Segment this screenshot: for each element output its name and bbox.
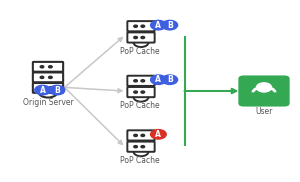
Text: A: A (155, 75, 161, 84)
Circle shape (151, 20, 166, 30)
Circle shape (141, 80, 145, 82)
Circle shape (141, 25, 145, 27)
Circle shape (134, 146, 137, 148)
FancyBboxPatch shape (33, 62, 63, 72)
Circle shape (134, 80, 137, 82)
Text: A: A (155, 21, 161, 30)
Circle shape (134, 91, 137, 93)
Circle shape (141, 146, 145, 148)
Circle shape (162, 75, 178, 84)
FancyBboxPatch shape (33, 72, 63, 82)
Circle shape (49, 85, 65, 95)
Text: PoP Cache: PoP Cache (120, 101, 159, 110)
FancyBboxPatch shape (127, 32, 155, 43)
Text: User: User (255, 107, 273, 116)
Circle shape (49, 66, 52, 68)
Circle shape (134, 25, 137, 27)
Circle shape (151, 75, 166, 84)
Circle shape (40, 66, 44, 68)
Circle shape (241, 77, 287, 105)
FancyBboxPatch shape (127, 142, 155, 152)
FancyBboxPatch shape (238, 75, 290, 107)
FancyBboxPatch shape (127, 130, 155, 141)
Text: PoP Cache: PoP Cache (120, 156, 159, 165)
FancyBboxPatch shape (33, 83, 63, 93)
Text: B: B (167, 75, 173, 84)
Circle shape (141, 91, 145, 93)
Circle shape (49, 87, 52, 89)
Text: A: A (155, 130, 161, 139)
Circle shape (35, 85, 50, 95)
Text: B: B (167, 21, 173, 30)
Circle shape (256, 83, 272, 92)
FancyBboxPatch shape (127, 87, 155, 97)
Circle shape (151, 130, 166, 139)
Text: A: A (40, 86, 46, 95)
FancyBboxPatch shape (127, 76, 155, 86)
Circle shape (134, 36, 137, 39)
Circle shape (141, 134, 145, 136)
Circle shape (134, 134, 137, 136)
Text: B: B (54, 86, 60, 95)
Circle shape (40, 87, 44, 89)
FancyBboxPatch shape (127, 21, 155, 31)
Circle shape (40, 76, 44, 78)
Text: PoP Cache: PoP Cache (120, 47, 159, 56)
Circle shape (49, 76, 52, 78)
Text: Origin Server: Origin Server (22, 98, 74, 107)
Circle shape (141, 36, 145, 39)
Circle shape (162, 20, 178, 30)
